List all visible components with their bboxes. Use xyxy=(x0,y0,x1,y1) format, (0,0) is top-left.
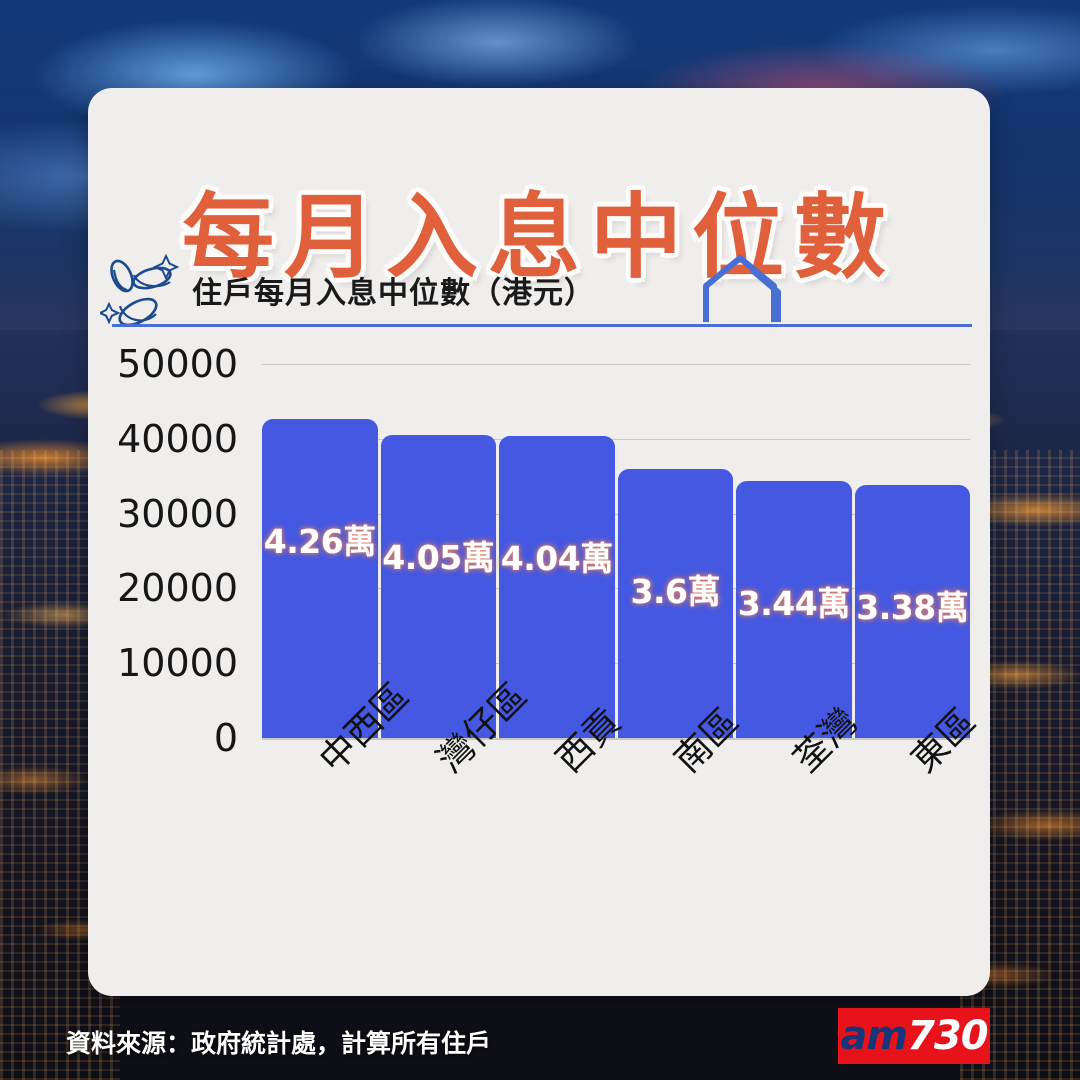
x-axis-labels: 中西區 灣仔區 西貢 南區 荃灣 東區 xyxy=(262,676,984,918)
bar[interactable]: 3.6萬 xyxy=(617,468,733,738)
y-tick-label: 20000 xyxy=(117,566,238,611)
plot-area: 4.26萬 4.05萬 4.04萬 3.6萬 3.44萬 3.38萬 xyxy=(262,364,970,740)
source-note: 資料來源：政府統計處，計算所有住戶 xyxy=(66,1029,492,1058)
bar-chart: 0 10000 20000 30000 40000 50000 4.26萬 4.05萬 4.0… xyxy=(88,345,990,924)
chart-subtitle: 住戶每月入息中位數（港元） xyxy=(192,276,595,311)
x-label-cell: 西貢 xyxy=(499,701,629,918)
bar-value-label: 4.05萬 xyxy=(382,538,495,578)
bar[interactable]: 4.26萬 xyxy=(262,419,378,738)
logo-730-text: 730 xyxy=(907,1013,988,1059)
bar-value-label: 3.6萬 xyxy=(630,571,721,611)
bar-value-label: 3.38萬 xyxy=(856,588,969,628)
x-axis-baseline xyxy=(262,738,970,740)
y-tick-label: 30000 xyxy=(117,491,238,536)
bar-value-label: 4.26萬 xyxy=(263,522,376,562)
x-label-cell: 灣仔區 xyxy=(381,676,535,918)
page-title: 每月入息中位數 xyxy=(181,184,896,291)
house-icon xyxy=(700,252,808,331)
subtitle-underline xyxy=(112,324,972,327)
bar[interactable]: 4.05萬 xyxy=(380,435,496,738)
logo-am-text: am xyxy=(840,1013,908,1059)
content-card: 每月入息中位數 住戶每月入息中位數（港元） xyxy=(88,88,990,996)
bar-value-label: 3.44萬 xyxy=(737,583,850,623)
bar[interactable]: 3.44萬 xyxy=(736,480,852,738)
bar-series: 4.26萬 4.05萬 4.04萬 3.6萬 3.44萬 3.38萬 xyxy=(262,364,970,738)
am730-logo: am 730 xyxy=(838,1008,990,1064)
gridline xyxy=(262,513,970,515)
x-label-cell: 荃灣 xyxy=(736,701,866,918)
x-label-cell: 南區 xyxy=(618,701,747,918)
x-label-cell: 中西區 xyxy=(262,676,417,918)
y-tick-label: 10000 xyxy=(117,641,238,686)
y-axis-labels: 0 10000 20000 30000 40000 50000 xyxy=(88,345,238,784)
gridline xyxy=(262,364,970,365)
y-tick-label: 50000 xyxy=(117,342,238,386)
y-tick-label: 40000 xyxy=(117,416,238,461)
gridline xyxy=(262,438,970,440)
x-label-cell: 東區 xyxy=(855,701,984,918)
bar[interactable]: 4.04萬 xyxy=(499,435,615,738)
gridline xyxy=(262,663,970,665)
gridline xyxy=(262,588,970,590)
bar-value-label: 4.04萬 xyxy=(500,538,613,578)
y-tick-label: 0 xyxy=(213,716,238,760)
bar[interactable]: 3.38萬 xyxy=(854,485,970,738)
subtitle-row: 住戶每月入息中位數（港元） xyxy=(88,252,990,334)
coins-icon xyxy=(97,248,192,339)
